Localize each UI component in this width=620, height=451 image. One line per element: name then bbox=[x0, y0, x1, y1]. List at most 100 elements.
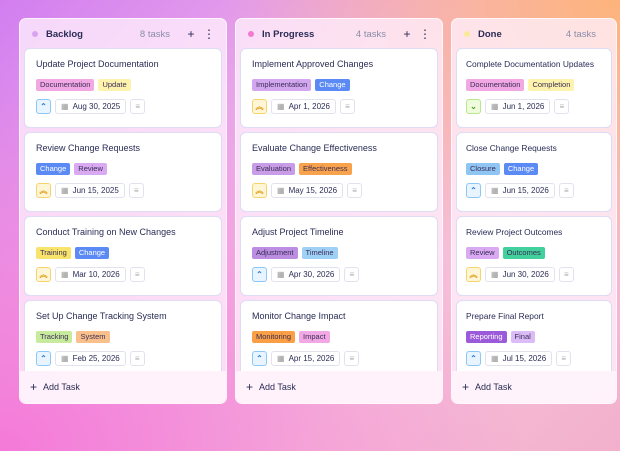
calendar-icon: ▦ bbox=[491, 186, 499, 195]
priority-double-chevron-up-icon[interactable]: ︽ bbox=[36, 267, 51, 282]
due-date-text: Feb 25, 2026 bbox=[72, 354, 120, 363]
column-title: Done bbox=[478, 28, 502, 40]
priority-chevron-up-icon[interactable]: ⌃ bbox=[252, 267, 267, 282]
tag: Monitoring bbox=[252, 331, 296, 343]
task-title: Update Project Documentation bbox=[36, 59, 159, 69]
due-date[interactable]: ▦ Aug 30, 2025 bbox=[55, 99, 127, 114]
description-icon[interactable]: ≡ bbox=[558, 267, 574, 282]
task-title: Monitor Change Impact bbox=[252, 311, 346, 321]
column-in-progress: In Progress 4 tasks + ⋮ Implement Approved… bbox=[235, 18, 443, 404]
due-date[interactable]: ▦ Mar 10, 2026 bbox=[55, 267, 126, 282]
description-icon[interactable]: ≡ bbox=[129, 267, 145, 282]
add-task-label: Add Task bbox=[475, 382, 512, 392]
due-date[interactable]: ▦ Jul 15, 2026 bbox=[485, 351, 553, 366]
tag-list: Implementation Change bbox=[252, 79, 427, 91]
task-title: Adjust Project Timeline bbox=[252, 227, 344, 237]
tag-list: Review Outcomes bbox=[466, 247, 607, 259]
priority-chevron-up-icon[interactable]: ⌃ bbox=[36, 99, 51, 114]
priority-double-chevron-up-icon[interactable]: ︽ bbox=[252, 99, 267, 114]
tag-list: Evaluation Effectiveness bbox=[252, 163, 427, 175]
priority-chevron-up-icon[interactable]: ⌃ bbox=[252, 351, 267, 366]
due-date[interactable]: ▦ Feb 25, 2026 bbox=[55, 351, 126, 366]
priority-chevron-up-icon[interactable]: ⌃ bbox=[466, 351, 481, 366]
task-card[interactable]: Monitor Change Impact Monitoring Impact ⌃… bbox=[240, 300, 438, 371]
priority-double-chevron-up-icon[interactable]: ︽ bbox=[252, 183, 267, 198]
tag-list: Monitoring Impact bbox=[252, 331, 427, 343]
due-date[interactable]: ▦ Jun 30, 2026 bbox=[485, 267, 555, 282]
add-task-button[interactable]: + Add Task bbox=[452, 371, 616, 403]
column-backlog: Backlog 8 tasks + ⋮ Update Project Documen… bbox=[19, 18, 227, 404]
column-header: Backlog 8 tasks + ⋮ bbox=[20, 19, 226, 49]
description-icon[interactable]: ≡ bbox=[129, 351, 145, 366]
due-date-text: Jun 1, 2026 bbox=[502, 102, 545, 111]
due-date-text: Apr 15, 2026 bbox=[288, 354, 335, 363]
task-card[interactable]: Conduct Training on New Changes Training… bbox=[24, 216, 222, 296]
priority-chevron-up-icon[interactable]: ⌃ bbox=[466, 183, 481, 198]
more-options-icon[interactable]: ⋮ bbox=[203, 27, 215, 41]
tag: Final bbox=[510, 331, 535, 343]
description-icon[interactable]: ≡ bbox=[130, 99, 146, 114]
tag-list: Tracking System bbox=[36, 331, 211, 343]
task-title: Complete Documentation Updates bbox=[466, 59, 595, 69]
add-task-button[interactable]: + Add Task bbox=[20, 371, 226, 403]
tag: Review bbox=[74, 163, 107, 175]
due-date-text: Aug 30, 2025 bbox=[72, 102, 121, 111]
task-title: Set Up Change Tracking System bbox=[36, 311, 167, 321]
task-card[interactable]: Implement Approved Changes Implementatio… bbox=[240, 48, 438, 128]
task-card[interactable]: Review Change Requests Change Review ︽ ▦ J… bbox=[24, 132, 222, 212]
calendar-icon: ▦ bbox=[491, 354, 499, 363]
tag-list: Closure Change bbox=[466, 163, 607, 175]
priority-double-chevron-up-icon[interactable]: ︽ bbox=[36, 183, 51, 198]
description-icon[interactable]: ≡ bbox=[558, 183, 574, 198]
add-task-plus-icon[interactable]: + bbox=[403, 27, 411, 41]
task-card[interactable]: Update Project Documentation Documentati… bbox=[24, 48, 222, 128]
tag: Documentation bbox=[466, 79, 525, 91]
plus-icon: + bbox=[246, 380, 254, 394]
due-date[interactable]: ▦ Jun 15, 2025 bbox=[55, 183, 125, 198]
tag: Training bbox=[36, 247, 71, 259]
add-task-plus-icon[interactable]: + bbox=[187, 27, 195, 41]
due-date-text: Mar 10, 2026 bbox=[72, 270, 120, 279]
add-task-button[interactable]: + Add Task bbox=[236, 371, 442, 403]
due-date-text: Jun 30, 2026 bbox=[502, 270, 549, 279]
tag: Review bbox=[466, 247, 499, 259]
description-icon[interactable]: ≡ bbox=[339, 99, 355, 114]
description-icon[interactable]: ≡ bbox=[347, 183, 363, 198]
task-card[interactable]: Adjust Project Timeline Adjustment Timeli… bbox=[240, 216, 438, 296]
due-date[interactable]: ▦ May 15, 2026 bbox=[271, 183, 344, 198]
task-card[interactable]: Close Change Requests Closure Change ⌃ ▦ J… bbox=[456, 132, 612, 212]
task-card[interactable]: Complete Documentation Updates Documenta… bbox=[456, 48, 612, 128]
due-date[interactable]: ▦ Jun 1, 2026 bbox=[485, 99, 551, 114]
tag: System bbox=[76, 331, 110, 343]
calendar-icon: ▦ bbox=[491, 270, 499, 279]
card-list: Complete Documentation Updates Documenta… bbox=[456, 48, 612, 371]
task-card[interactable]: Review Project Outcomes Review Outcomes ︽… bbox=[456, 216, 612, 296]
priority-chevron-down-icon[interactable]: ⌄ bbox=[466, 99, 481, 114]
due-date[interactable]: ▦ Apr 15, 2026 bbox=[271, 351, 341, 366]
due-date-text: Apr 1, 2026 bbox=[288, 102, 330, 111]
priority-double-chevron-up-icon[interactable]: ︽ bbox=[466, 267, 481, 282]
priority-chevron-up-icon[interactable]: ⌃ bbox=[36, 351, 51, 366]
due-date[interactable]: ▦ Apr 1, 2026 bbox=[271, 99, 336, 114]
status-dot bbox=[32, 31, 38, 37]
task-title: Conduct Training on New Changes bbox=[36, 227, 176, 237]
calendar-icon: ▦ bbox=[61, 270, 69, 279]
task-card[interactable]: Set Up Change Tracking System Tracking Sy… bbox=[24, 300, 222, 371]
calendar-icon: ▦ bbox=[61, 102, 69, 111]
description-icon[interactable]: ≡ bbox=[554, 99, 570, 114]
calendar-icon: ▦ bbox=[277, 270, 285, 279]
calendar-icon: ▦ bbox=[277, 186, 285, 195]
tag: Tracking bbox=[36, 331, 73, 343]
description-icon[interactable]: ≡ bbox=[344, 267, 360, 282]
tag: Adjustment bbox=[252, 247, 298, 259]
due-date-text: Apr 30, 2026 bbox=[288, 270, 335, 279]
description-icon[interactable]: ≡ bbox=[344, 351, 360, 366]
due-date-text: May 15, 2026 bbox=[288, 186, 338, 195]
description-icon[interactable]: ≡ bbox=[128, 183, 144, 198]
more-options-icon[interactable]: ⋮ bbox=[419, 27, 431, 41]
description-icon[interactable]: ≡ bbox=[556, 351, 572, 366]
task-card[interactable]: Evaluate Change Effectiveness Evaluation… bbox=[240, 132, 438, 212]
due-date[interactable]: ▦ Apr 30, 2026 bbox=[271, 267, 341, 282]
task-card[interactable]: Prepare Final Report Reporting Final ⌃ ▦ J… bbox=[456, 300, 612, 371]
due-date[interactable]: ▦ Jun 15, 2026 bbox=[485, 183, 555, 198]
